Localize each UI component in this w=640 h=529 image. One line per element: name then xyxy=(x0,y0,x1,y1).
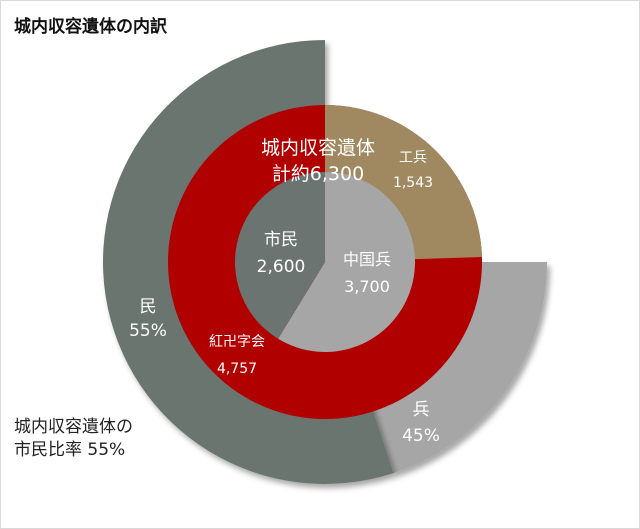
redcross-value: 4,757 xyxy=(217,361,257,377)
civilian-ratio-note: 城内収容遺体の 市民比率 55% xyxy=(14,416,133,462)
outer-soldier-value: 45% xyxy=(402,426,440,446)
note-line-2: 市民比率 55% xyxy=(14,440,126,460)
inner-slice-civilian xyxy=(235,172,325,339)
middle-total-value: 計約6,300 xyxy=(272,163,364,185)
outer-civilian-value: 55% xyxy=(129,321,167,341)
inner-soldier-value: 3,700 xyxy=(344,277,390,296)
engineer-label: 工兵 xyxy=(399,150,427,166)
inner-slice-soldier xyxy=(278,172,416,353)
note-line-1: 城内収容遺体の xyxy=(14,417,133,437)
outer-soldier-label: 兵 xyxy=(413,400,430,420)
middle-total-label: 城内収容遺体 xyxy=(261,137,375,159)
inner-civilian-label: 市民 xyxy=(264,230,298,250)
redcross-label: 紅卍字会 xyxy=(209,334,265,350)
outer-civilian-label: 民 xyxy=(140,297,157,317)
chart-title: 城内収容遺体の内訳 xyxy=(14,17,167,37)
inner-civilian-value: 2,600 xyxy=(257,257,306,277)
inner-soldier-label: 中国兵 xyxy=(343,250,391,269)
engineer-value: 1,543 xyxy=(393,175,433,191)
